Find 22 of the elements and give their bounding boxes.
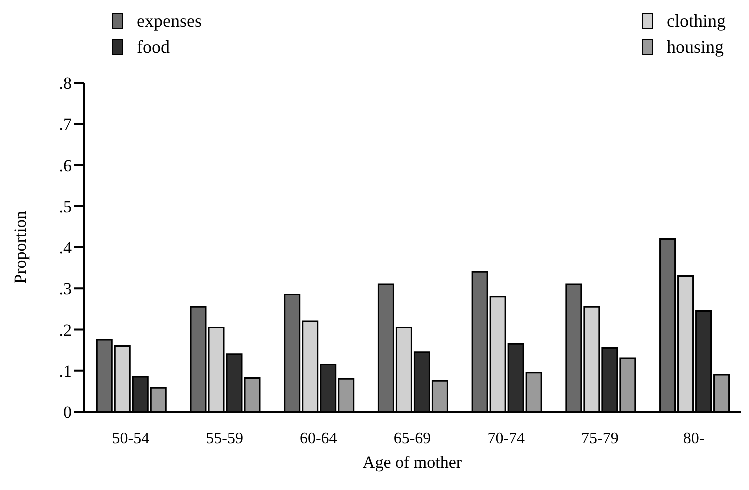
legend-label: food [137, 36, 170, 59]
x-axis-title: Age of mother [362, 453, 462, 472]
x-tick-label: 60-64 [300, 430, 338, 448]
y-tick-label: .1 [59, 362, 72, 381]
y-tick-label: .8 [59, 74, 72, 94]
x-tick-label: 65-69 [394, 430, 432, 448]
x-tick-label: 80- [683, 430, 705, 448]
legend-label: clothing [666, 10, 726, 33]
y-tick-label: .2 [59, 320, 72, 340]
y-tick-label: 0 [64, 403, 72, 422]
y-tick-label: .4 [59, 238, 72, 258]
legend-label: expenses [137, 10, 202, 33]
x-tick-label: 70-74 [488, 430, 526, 448]
x-tick-label: 50-54 [112, 430, 150, 448]
y-tick-label: .3 [59, 280, 72, 299]
x-tick-label: 75-79 [582, 430, 619, 448]
x-tick-label: 55-59 [206, 430, 244, 448]
y-tick-label: .7 [59, 115, 72, 134]
y-tick-label: .5 [59, 197, 72, 216]
legend-label: housing [666, 36, 724, 59]
y-tick-label: .6 [59, 156, 72, 176]
y-axis-title: Proportion [11, 210, 30, 284]
